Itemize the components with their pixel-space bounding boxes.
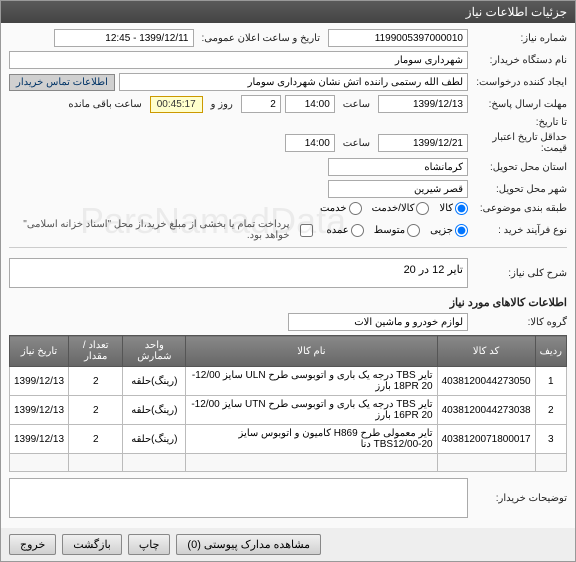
pay-note-option[interactable]: پرداخت تمام یا بخشی از مبلغ خرید،از محل … <box>9 219 313 241</box>
panel-title: جزئیات اطلاعات نیاز <box>466 5 567 19</box>
budget-goods-service-radio[interactable] <box>416 202 429 215</box>
process-mid-radio[interactable] <box>407 224 420 237</box>
process-radio-group: جزیی متوسط عمده <box>327 224 469 237</box>
cell-n: 1 <box>535 367 566 396</box>
table-row[interactable]: 14038120044273050تایر TBS درجه یک باری و… <box>10 367 567 396</box>
cell-name: تایر TBS درجه یک باری و اتوبوسی طرح UTN … <box>186 396 437 425</box>
budget-radio-group: کالا کالا/خدمت خدمت <box>320 202 468 215</box>
desc-title-label: شرح کلی نیاز: <box>472 268 567 279</box>
budget-goods-radio[interactable] <box>455 202 468 215</box>
th-name: نام کالا <box>186 336 437 367</box>
budget-goods-service-option[interactable]: کالا/خدمت <box>372 202 430 215</box>
footer-buttons: مشاهده مدارک پیوستی (0) چاپ بازگشت خروج <box>1 528 575 561</box>
th-row: ردیف <box>535 336 566 367</box>
creator-input[interactable] <box>119 73 468 91</box>
cell-date: 1399/12/13 <box>10 367 69 396</box>
budget-goods-option[interactable]: کالا <box>439 202 468 215</box>
valid-date-input[interactable] <box>378 134 468 152</box>
process-label: نوع فرآیند خرید : <box>472 225 567 236</box>
cell-code: 4038120071800017 <box>437 425 535 454</box>
pay-note-checkbox[interactable] <box>300 224 313 237</box>
th-unit: واحد شمارش <box>123 336 186 367</box>
th-qty: تعداد / مقدار <box>69 336 123 367</box>
process-low-radio[interactable] <box>455 224 468 237</box>
creator-label: ایجاد کننده درخواست: <box>472 77 567 88</box>
process-high-option[interactable]: عمده <box>327 224 364 237</box>
cell-unit: (رینگ)حلقه <box>123 396 186 425</box>
remain-label: ساعت باقی مانده <box>68 99 141 110</box>
cell-code: 4038120044273050 <box>437 367 535 396</box>
time-label-1: ساعت <box>343 99 370 110</box>
days-input[interactable] <box>241 95 281 113</box>
desc-title-text: تایر 12 در 20 <box>404 264 463 276</box>
cell-code: 4038120044273038 <box>437 396 535 425</box>
items-section-title: اطلاعات کالاهای مورد نیاز <box>9 296 567 309</box>
cell-date: 1399/12/13 <box>10 425 69 454</box>
buyer-input[interactable] <box>9 51 468 69</box>
deadline-date-input[interactable] <box>378 95 468 113</box>
print-button[interactable]: چاپ <box>128 534 171 555</box>
attachments-button[interactable]: مشاهده مدارک پیوستی (0) <box>176 534 321 555</box>
cell-name: تایر TBS درجه یک باری و اتوبوسی طرح ULN … <box>186 367 437 396</box>
panel-header: جزئیات اطلاعات نیاز <box>1 1 575 23</box>
back-button[interactable]: بازگشت <box>62 534 122 555</box>
group-label: گروه کالا: <box>472 317 567 328</box>
deadline-label: مهلت ارسال پاسخ: <box>472 99 567 110</box>
cell-unit: (رینگ)حلقه <box>123 367 186 396</box>
cell-qty: 2 <box>69 425 123 454</box>
buyer-label: نام دستگاه خریدار: <box>472 55 567 66</box>
cell-qty: 2 <box>69 396 123 425</box>
countdown-timer: 00:45:17 <box>150 96 203 113</box>
main-panel: جزئیات اطلاعات نیاز شماره نیاز: تاریخ و … <box>0 0 576 562</box>
need-no-label: شماره نیاز: <box>472 33 567 44</box>
items-table: ردیف کد کالا نام کالا واحد شمارش تعداد /… <box>9 335 567 472</box>
budget-service-radio[interactable] <box>349 202 362 215</box>
desc-title-box: تایر 12 در 20 <box>9 258 468 288</box>
group-input[interactable] <box>288 313 468 331</box>
exit-button[interactable]: خروج <box>9 534 56 555</box>
valid-time-input[interactable] <box>285 134 335 152</box>
cell-qty: 2 <box>69 367 123 396</box>
until-label: تا تاریخ: <box>472 117 567 128</box>
province-label: استان محل تحویل: <box>472 162 567 173</box>
announce-input[interactable] <box>54 29 194 47</box>
city-label: شهر محل تحویل: <box>472 184 567 195</box>
min-valid-label: حداقل تاریخ اعتبار قیمت: <box>472 132 567 154</box>
process-low-option[interactable]: جزیی <box>430 224 468 237</box>
budget-label: طبقه بندی موضوعی: <box>472 203 567 214</box>
empty-row <box>10 454 567 472</box>
cell-n: 3 <box>535 425 566 454</box>
contact-button[interactable]: اطلاعات تماس خریدار <box>9 74 115 91</box>
buyer-notes-textarea[interactable] <box>9 478 468 518</box>
cell-unit: (رینگ)حلقه <box>123 425 186 454</box>
process-high-radio[interactable] <box>351 224 364 237</box>
th-code: کد کالا <box>437 336 535 367</box>
cell-date: 1399/12/13 <box>10 396 69 425</box>
announce-label: تاریخ و ساعت اعلان عمومی: <box>202 33 321 44</box>
table-row[interactable]: 34038120071800017تایر معمولی طرح H869 کا… <box>10 425 567 454</box>
days-label: روز و <box>211 99 233 110</box>
deadline-time-input[interactable] <box>285 95 335 113</box>
process-mid-option[interactable]: متوسط <box>374 224 420 237</box>
budget-service-option[interactable]: خدمت <box>320 202 362 215</box>
cell-n: 2 <box>535 396 566 425</box>
city-input[interactable] <box>328 180 468 198</box>
table-row[interactable]: 24038120044273038تایر TBS درجه یک باری و… <box>10 396 567 425</box>
th-date: تاریخ نیاز <box>10 336 69 367</box>
province-input[interactable] <box>328 158 468 176</box>
cell-name: تایر معمولی طرح H869 کامیون و اتوبوس سای… <box>186 425 437 454</box>
need-no-input[interactable] <box>328 29 468 47</box>
pay-note-text: پرداخت تمام یا بخشی از مبلغ خرید،از محل … <box>9 219 290 241</box>
time-label-2: ساعت <box>343 138 370 149</box>
buyer-notes-label: توضیحات خریدار: <box>472 493 567 504</box>
